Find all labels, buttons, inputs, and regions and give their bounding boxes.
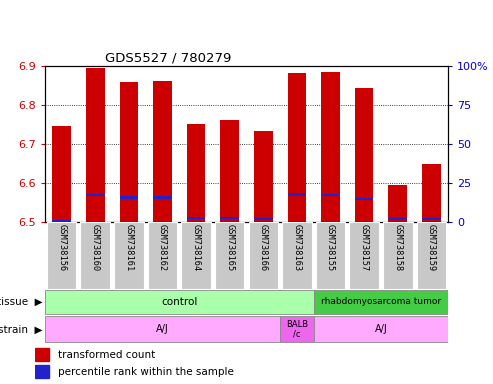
Bar xyxy=(187,124,205,222)
Text: GSM738165: GSM738165 xyxy=(225,223,234,271)
Text: A/J: A/J xyxy=(375,324,387,334)
Text: GSM738158: GSM738158 xyxy=(393,223,402,271)
Text: A/J: A/J xyxy=(156,324,169,334)
Text: strain  ▶: strain ▶ xyxy=(0,324,42,334)
Bar xyxy=(120,82,138,222)
Bar xyxy=(422,164,441,222)
Text: GSM738160: GSM738160 xyxy=(91,223,100,271)
Bar xyxy=(321,72,340,222)
Text: tissue  ▶: tissue ▶ xyxy=(0,297,42,307)
Bar xyxy=(153,81,172,222)
Text: percentile rank within the sample: percentile rank within the sample xyxy=(58,367,234,377)
Text: GSM738155: GSM738155 xyxy=(326,223,335,271)
Bar xyxy=(80,222,110,289)
Bar xyxy=(148,222,177,289)
Bar xyxy=(388,218,407,220)
Bar xyxy=(280,316,314,342)
Bar xyxy=(314,316,448,342)
Text: transformed count: transformed count xyxy=(58,349,155,359)
Text: GSM738162: GSM738162 xyxy=(158,223,167,271)
Bar xyxy=(355,88,373,222)
Bar xyxy=(120,196,138,199)
Bar xyxy=(288,193,306,195)
Bar xyxy=(220,217,239,219)
Bar xyxy=(35,348,49,361)
Bar xyxy=(422,218,441,220)
Bar xyxy=(35,365,49,379)
Bar xyxy=(383,222,413,289)
Bar xyxy=(350,222,379,289)
Bar xyxy=(153,196,172,199)
Bar xyxy=(254,131,273,222)
Bar xyxy=(114,222,143,289)
Bar xyxy=(86,194,105,196)
Text: GSM738161: GSM738161 xyxy=(124,223,134,271)
Bar xyxy=(45,316,280,342)
Bar xyxy=(282,222,312,289)
Text: GSM738164: GSM738164 xyxy=(192,223,201,271)
Text: GSM738163: GSM738163 xyxy=(292,223,301,271)
Bar xyxy=(254,218,273,220)
Bar xyxy=(47,222,76,289)
Bar xyxy=(417,222,446,289)
Bar xyxy=(321,194,340,196)
Bar xyxy=(355,198,373,200)
Bar xyxy=(52,220,71,222)
Text: GSM738166: GSM738166 xyxy=(259,223,268,271)
Bar xyxy=(288,73,306,222)
Bar xyxy=(316,222,345,289)
Bar xyxy=(181,222,211,289)
Bar xyxy=(86,68,105,222)
Text: BALB
/c: BALB /c xyxy=(286,319,308,339)
Text: rhabdomyosarcoma tumor: rhabdomyosarcoma tumor xyxy=(321,297,441,306)
Bar xyxy=(314,290,448,314)
Text: GSM738159: GSM738159 xyxy=(427,223,436,271)
Bar xyxy=(52,126,71,222)
Text: GSM738156: GSM738156 xyxy=(57,223,66,271)
Text: GSM738157: GSM738157 xyxy=(359,223,369,271)
Bar xyxy=(187,217,205,219)
Text: control: control xyxy=(161,297,198,307)
Bar xyxy=(248,222,278,289)
Text: GDS5527 / 780279: GDS5527 / 780279 xyxy=(106,52,232,65)
Bar xyxy=(388,185,407,222)
Bar xyxy=(215,222,245,289)
Bar xyxy=(220,120,239,222)
Bar xyxy=(45,290,314,314)
